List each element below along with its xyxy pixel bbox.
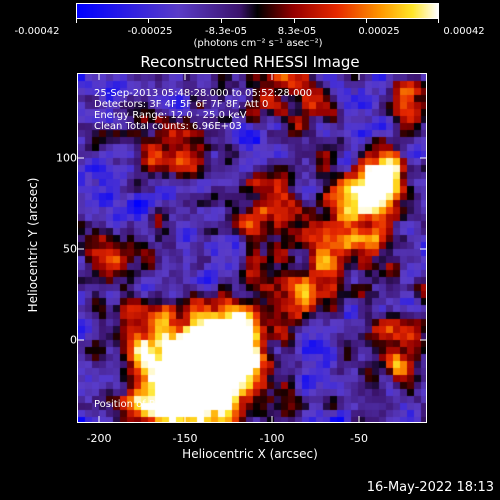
plot-title: Reconstructed RHESSI Image xyxy=(140,53,360,71)
y-tick-label: 50 xyxy=(63,242,77,256)
colorbar-tick-label: -8.3e-05 xyxy=(205,26,247,37)
y-axis-label: Heliocentric Y (arcsec) xyxy=(26,177,40,313)
x-axis-label: Heliocentric X (arcsec) xyxy=(182,447,318,461)
colorbar-tick xyxy=(148,18,149,23)
colorbar-tick xyxy=(366,18,367,23)
x-tick-label: -200 xyxy=(86,432,112,445)
info-detectors: Detectors: 3F 4F 5F 6F 7F 8F, Att 0 xyxy=(94,99,269,110)
colorbar-tick xyxy=(438,18,439,23)
image-plot[interactable]: 25-Sep-2013 05:48:28.000 to 05:52:28.000… xyxy=(77,73,427,423)
y-tick-label: 100 xyxy=(56,151,77,165)
colorbar-tick-label: 0.00042 xyxy=(443,26,485,37)
colorbar-tick-label: 0.00025 xyxy=(358,26,400,37)
info-time-range: 25-Sep-2013 05:48:28.000 to 05:52:28.000 xyxy=(94,88,313,99)
colorbar-tick-label: -0.00025 xyxy=(127,26,173,37)
colorbar-tick xyxy=(221,18,222,23)
timestamp: 16-May-2022 18:13 xyxy=(366,480,494,495)
colorbar-tick xyxy=(294,18,295,23)
info-energy-range: Energy Range: 12.0 - 25.0 keV xyxy=(94,110,247,121)
x-tick-label: -100 xyxy=(259,432,285,445)
y-tick-label: 0 xyxy=(70,333,77,347)
info-clean-counts: Clean Total counts: 6.96E+03 xyxy=(94,121,242,132)
colorbar-unit-label: (photons cm⁻² s⁻¹ asec⁻²) xyxy=(193,38,323,49)
colorbar-tick xyxy=(76,18,77,23)
x-tick-label: -150 xyxy=(172,432,198,445)
x-tick-label: -50 xyxy=(350,432,368,445)
colorbar xyxy=(76,3,439,19)
colorbar-tick-label: 8.3e-05 xyxy=(277,26,317,37)
rhessi-image[interactable] xyxy=(78,74,426,422)
colorbar-tick-label: -0.00042 xyxy=(14,26,60,37)
info-peak-position: Position of Peak: [-153,-32] xyxy=(94,399,230,410)
